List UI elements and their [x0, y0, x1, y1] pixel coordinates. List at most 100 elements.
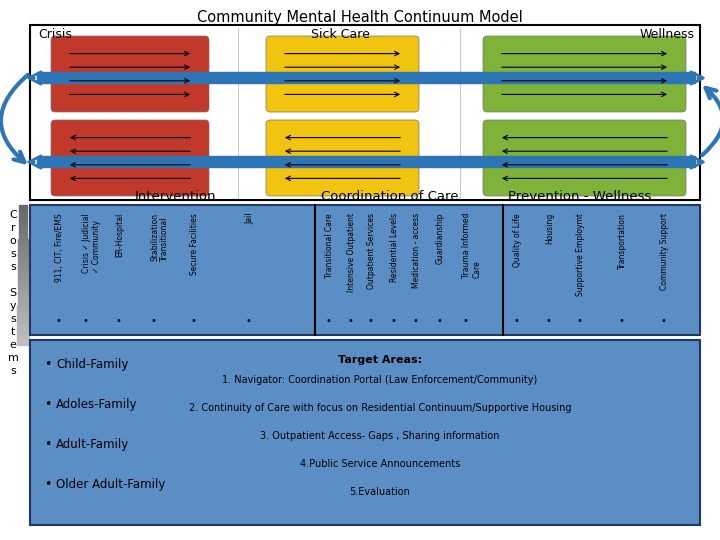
- Bar: [18, 284, 28, 289]
- Text: r: r: [11, 223, 15, 233]
- Text: S: S: [9, 288, 17, 298]
- Bar: [19, 222, 27, 227]
- Bar: [18, 267, 28, 272]
- Bar: [17, 306, 29, 312]
- Text: Wellness: Wellness: [640, 28, 695, 41]
- FancyBboxPatch shape: [51, 36, 209, 112]
- Text: s: s: [10, 249, 16, 259]
- Text: ER-Hospital: ER-Hospital: [115, 213, 124, 257]
- Bar: [19, 216, 27, 222]
- Bar: [19, 239, 27, 244]
- Bar: [17, 340, 29, 345]
- Bar: [18, 272, 28, 278]
- Text: •: •: [412, 316, 418, 326]
- Bar: [19, 244, 27, 250]
- Bar: [18, 250, 27, 255]
- Text: e: e: [9, 340, 17, 350]
- Text: 911, CIT, Fire/EMS: 911, CIT, Fire/EMS: [55, 213, 64, 282]
- Text: •: •: [462, 316, 468, 326]
- Bar: [17, 328, 29, 334]
- Bar: [19, 233, 27, 239]
- Text: Sick Care: Sick Care: [310, 28, 369, 41]
- Bar: [30, 340, 700, 525]
- Text: •: •: [45, 438, 52, 451]
- Text: Community Mental Health Continuum Model: Community Mental Health Continuum Model: [197, 10, 523, 25]
- FancyBboxPatch shape: [266, 120, 419, 196]
- Text: Jail: Jail: [245, 213, 254, 225]
- Text: Adult-Family: Adult-Family: [56, 438, 130, 451]
- Text: Trauma Informed
Care: Trauma Informed Care: [462, 213, 482, 279]
- Text: Quality of Life: Quality of Life: [513, 213, 522, 267]
- Text: Adoles-Family: Adoles-Family: [56, 398, 138, 411]
- Text: s: s: [10, 262, 16, 272]
- Text: Stabilization
Transitional: Stabilization Transitional: [150, 213, 169, 261]
- Text: Residential Levels: Residential Levels: [390, 213, 399, 282]
- Text: •: •: [545, 316, 551, 326]
- Text: •: •: [82, 316, 88, 326]
- Text: •: •: [390, 316, 396, 326]
- Bar: [18, 278, 28, 284]
- Text: Coordination of Care: Coordination of Care: [321, 190, 459, 203]
- Bar: [19, 205, 27, 211]
- Text: Transportation: Transportation: [618, 213, 627, 269]
- Bar: [17, 295, 28, 300]
- Bar: [17, 300, 29, 306]
- Bar: [17, 322, 29, 328]
- Bar: [17, 317, 29, 322]
- Text: •: •: [576, 316, 582, 326]
- Text: 1. Navigator: Coordination Portal (Law Enforcement/Community): 1. Navigator: Coordination Portal (Law E…: [222, 375, 538, 385]
- Bar: [18, 289, 28, 295]
- Text: Supportive Employmt: Supportive Employmt: [576, 213, 585, 296]
- Text: Intensive Outpatient: Intensive Outpatient: [347, 213, 356, 292]
- Text: •: •: [150, 316, 156, 326]
- Bar: [30, 205, 700, 335]
- Bar: [18, 261, 28, 267]
- Text: •: •: [245, 316, 251, 326]
- Bar: [17, 312, 29, 317]
- Text: C: C: [9, 210, 17, 220]
- FancyBboxPatch shape: [483, 120, 686, 196]
- Bar: [17, 334, 29, 340]
- Text: •: •: [325, 316, 331, 326]
- Text: •: •: [660, 316, 666, 326]
- Text: t: t: [11, 327, 15, 337]
- Text: •: •: [115, 316, 121, 326]
- Bar: [37, 156, 695, 167]
- Text: •: •: [367, 316, 373, 326]
- FancyBboxPatch shape: [266, 36, 419, 112]
- Text: •: •: [45, 398, 52, 411]
- FancyBboxPatch shape: [51, 120, 209, 196]
- Text: Housing: Housing: [545, 213, 554, 244]
- FancyBboxPatch shape: [483, 36, 686, 112]
- Bar: [19, 227, 27, 233]
- Text: Child-Family: Child-Family: [56, 358, 128, 371]
- Text: 4.Public Service Announcements: 4.Public Service Announcements: [300, 459, 460, 469]
- Text: Crisis: Crisis: [38, 28, 72, 41]
- Text: Outpatient Services: Outpatient Services: [367, 213, 376, 289]
- Text: s: s: [10, 314, 16, 324]
- Text: •: •: [45, 358, 52, 371]
- Text: Guardianship: Guardianship: [436, 213, 445, 265]
- Text: Crisis ✓ Judicial
✓ Community: Crisis ✓ Judicial ✓ Community: [82, 213, 102, 273]
- Text: •: •: [347, 316, 353, 326]
- Text: Transitional Care: Transitional Care: [325, 213, 334, 278]
- Text: y: y: [9, 301, 17, 311]
- Text: •: •: [55, 316, 61, 326]
- Text: Community Support: Community Support: [660, 213, 669, 290]
- Bar: [30, 25, 700, 200]
- Bar: [18, 255, 28, 261]
- Text: •: •: [190, 316, 196, 326]
- Text: Medication - access: Medication - access: [412, 213, 421, 288]
- Text: Older Adult-Family: Older Adult-Family: [56, 478, 166, 491]
- Text: Target Areas:: Target Areas:: [338, 355, 422, 365]
- Text: 5.Evaluation: 5.Evaluation: [350, 487, 410, 497]
- Text: 3. Outpatient Access- Gaps , Sharing information: 3. Outpatient Access- Gaps , Sharing inf…: [260, 431, 500, 441]
- Text: Prevention - Wellness: Prevention - Wellness: [508, 190, 652, 203]
- Text: m: m: [8, 353, 19, 363]
- Text: Secure Facilities: Secure Facilities: [190, 213, 199, 275]
- Text: •: •: [45, 478, 52, 491]
- Bar: [37, 72, 695, 83]
- Bar: [19, 211, 27, 216]
- Text: Intervention: Intervention: [134, 190, 216, 203]
- Text: o: o: [9, 236, 17, 246]
